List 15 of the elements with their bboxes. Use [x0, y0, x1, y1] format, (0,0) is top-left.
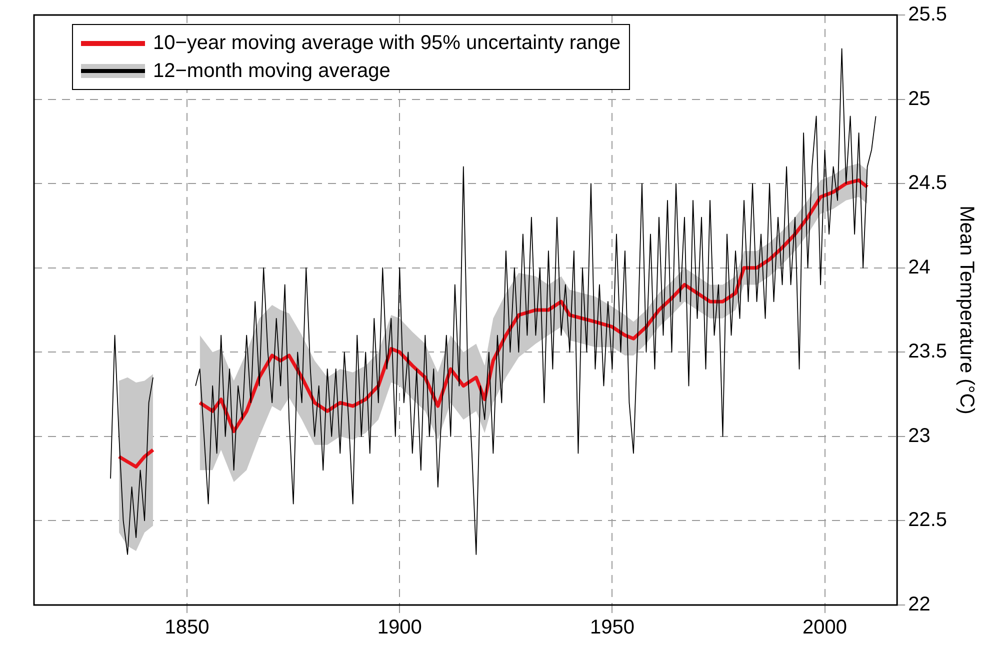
- x-tick-label: 2000: [802, 616, 848, 639]
- legend-label: 10−year moving average with 95% uncertainty range: [153, 31, 620, 56]
- y-tick-label: 25: [908, 88, 930, 110]
- y-axis-title: Mean Temperature (°C): [955, 206, 978, 414]
- y-tick-label: 24: [908, 256, 930, 278]
- y-tick-label: 22: [908, 594, 930, 616]
- y-tick-label: 25.5: [908, 4, 948, 26]
- legend-label: 12−month moving average: [153, 59, 390, 84]
- x-tick-label: 1950: [590, 616, 634, 639]
- y-tick-label: 23: [908, 424, 930, 447]
- y-tick-label: 24.5: [908, 172, 948, 194]
- x-tick-label: 1850: [164, 616, 210, 639]
- x-tick-label: 1900: [377, 616, 422, 639]
- y-tick-label: 22.5: [908, 509, 948, 532]
- y-tick-label: 23.5: [908, 340, 948, 363]
